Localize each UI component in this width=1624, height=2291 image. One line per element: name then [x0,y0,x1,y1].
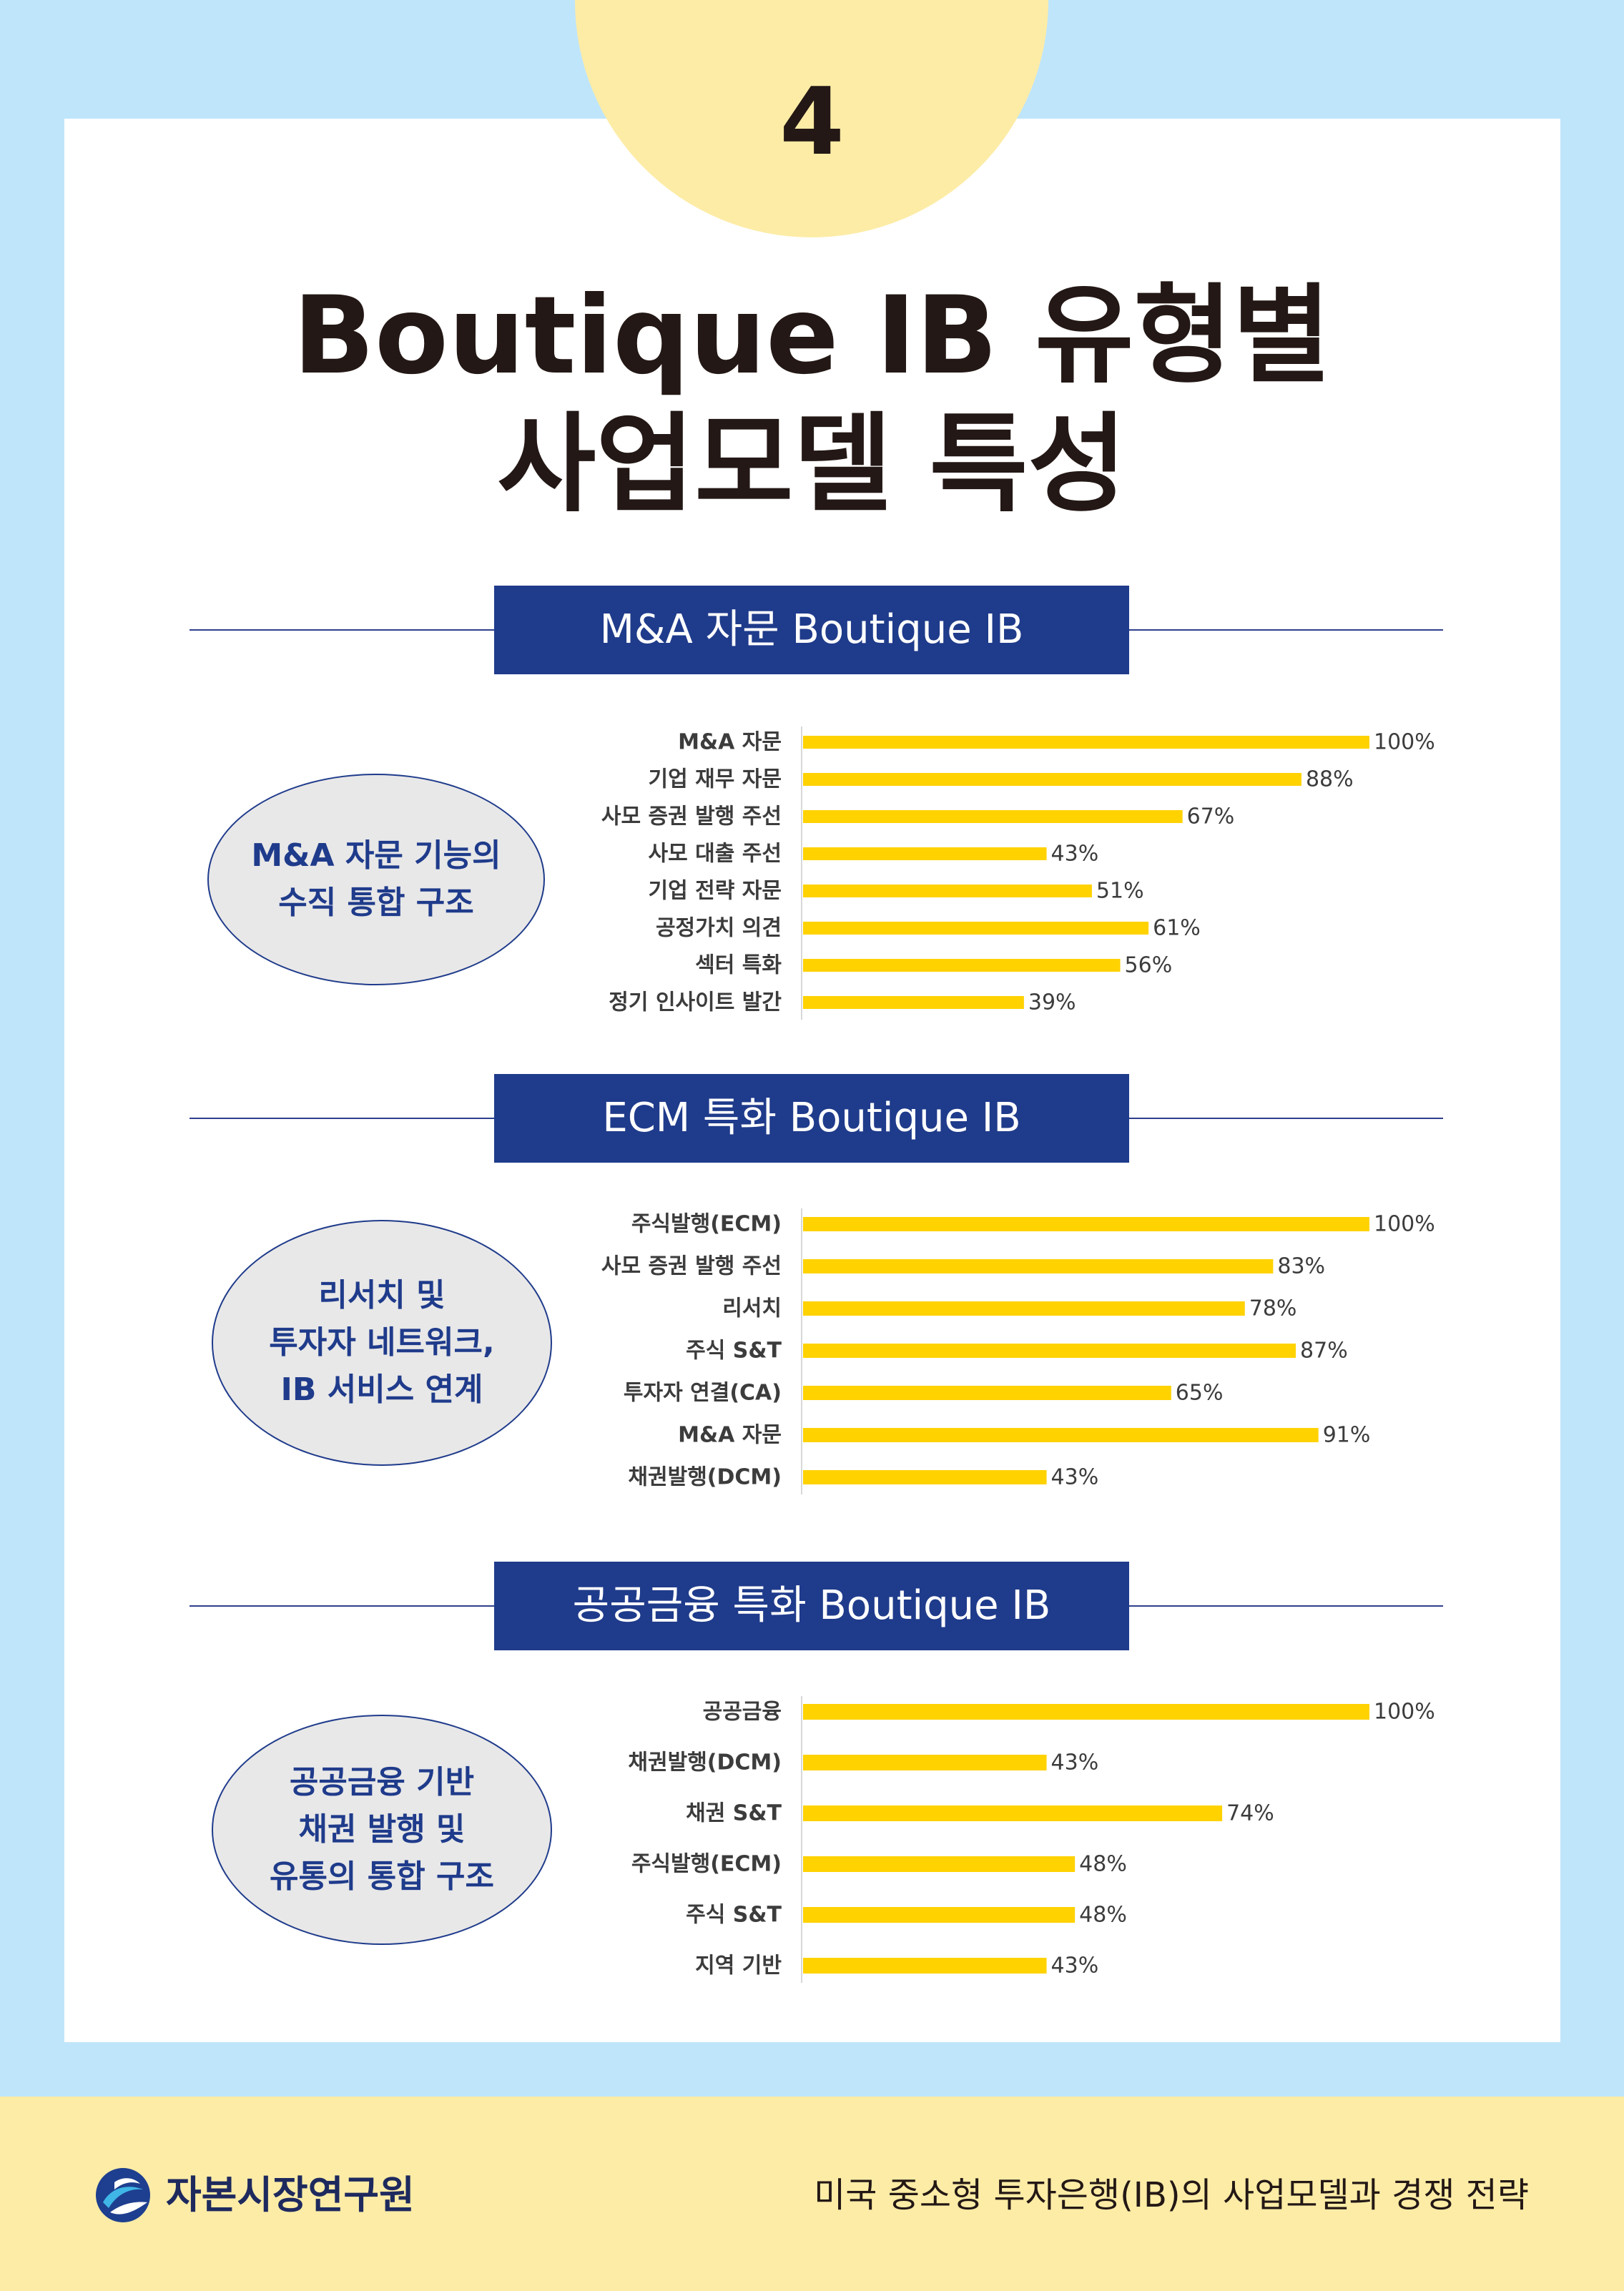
category-label: 채권발행(DCM) [628,1465,782,1490]
value-label: 100% [1374,730,1435,755]
category-label: 기업 재무 자문 [649,767,782,792]
value-label: 43% [1051,1953,1099,1979]
category-label: 리서치 [722,1296,782,1321]
ellipse-line: 공공금융 기반 [289,1764,475,1800]
value-label: 100% [1374,1212,1435,1237]
value-label: 43% [1051,1465,1099,1490]
bar [803,1301,1245,1316]
value-label: 48% [1079,1903,1127,1928]
bar [803,1259,1274,1273]
page-title-line-1: Boutique IB 유형별 [292,274,1332,398]
category-label: 주식발행(ECM) [631,1852,782,1877]
category-label: 지역 기반 [695,1953,782,1979]
value-label: 51% [1096,879,1144,904]
ellipse-line: 채권 발행 및 [298,1811,466,1848]
ellipse-line: 유통의 통합 구조 [270,1858,494,1895]
footer-caption: 미국 중소형 투자은행(IB)의 사업모델과 경쟁 전략 [814,2175,1529,2215]
bar [803,810,1183,823]
value-label: 56% [1125,953,1173,978]
category-label: 공공금융 [703,1700,782,1725]
value-label: 48% [1079,1852,1127,1877]
page-title: Boutique IB 유형별 사업모델 특성 [0,272,1624,529]
bar [803,922,1149,935]
value-label: 39% [1028,990,1076,1015]
category-label: 사모 대출 주선 [649,842,782,867]
bar [803,1704,1369,1720]
category-label: 섹터 특화 [695,953,782,978]
bar [803,1217,1369,1231]
value-label: 87% [1300,1339,1348,1364]
value-label: 74% [1226,1801,1274,1826]
ellipse-line: 수직 통합 구조 [278,885,474,921]
section-banner: ECM 특화 Boutique IB [494,1074,1129,1163]
bar [803,847,1047,860]
value-label: 88% [1306,767,1354,792]
ellipse-line: 리서치 및 [318,1277,446,1314]
bar [803,885,1092,897]
logo-text: 자본시장연구원 [166,2172,415,2217]
category-label: 주식 S&T [686,1903,782,1928]
bar [803,1470,1047,1484]
page-number: 4 [779,67,845,176]
category-label: 공정가치 의견 [656,916,782,941]
category-label: M&A 자문 [678,1423,782,1448]
section-banner: M&A 자문 Boutique IB [494,586,1129,674]
value-label: 61% [1153,916,1201,941]
bar [803,1907,1076,1923]
category-label: 투자자 연결(CA) [624,1381,782,1406]
category-label: M&A 자문 [678,730,782,755]
bar [803,1856,1076,1872]
category-label: 주식발행(ECM) [631,1212,782,1237]
category-label: 채권발행(DCM) [628,1750,782,1775]
bar-chart: M&A 자문 100% 기업 재무 자문 88% 사모 증권 발행 주선 67% 사모 대출… [601,726,1435,1020]
category-label: 사모 증권 발행 주선 [601,804,782,829]
value-label: 91% [1323,1423,1371,1448]
category-label: 채권 S&T [686,1801,782,1826]
bar [803,1344,1296,1358]
bar [803,773,1301,786]
kcmi-logo-icon [96,2168,150,2222]
value-label: 78% [1249,1296,1297,1321]
bar [803,959,1121,972]
value-label: 100% [1374,1700,1435,1725]
bar [803,1755,1047,1770]
value-label: 43% [1051,842,1099,867]
value-label: 65% [1176,1381,1224,1406]
bar [803,996,1024,1009]
bar [803,736,1369,749]
value-label: 83% [1277,1254,1325,1279]
ellipse-line: M&A 자문 기능의 [251,837,501,874]
category-label: 정기 인사이트 발간 [609,990,782,1015]
bar [803,1958,1047,1974]
bar-chart: 공공금융 100% 채권발행(DCM) 43% 채권 S&T 74% 주식발행(ECM) 48… [628,1696,1435,1983]
ellipse-line: IB 서비스 연계 [280,1371,483,1408]
ellipse-line: 투자자 네트워크, [269,1324,495,1361]
bar [803,1428,1319,1442]
category-label: 기업 전략 자문 [649,879,782,904]
category-label: 주식 S&T [686,1339,782,1364]
page-title-line-2: 사업모델 특성 [497,403,1127,527]
section-banner: 공공금융 특화 Boutique IB [494,1562,1129,1650]
footer: 자본시장연구원 미국 중소형 투자은행(IB)의 사업모델과 경쟁 전략 [0,2097,1624,2291]
section-summary-ellipse: 리서치 및 투자자 네트워크, IB 서비스 연계 [212,1220,552,1466]
bar-chart: 주식발행(ECM) 100% 사모 증권 발행 주선 83% 리서치 78% 주식 S&T 8… [601,1208,1435,1494]
bar [803,1386,1171,1400]
section-summary-ellipse: M&A 자문 기능의 수직 통합 구조 [207,774,545,985]
bar [803,1805,1223,1821]
category-label: 사모 증권 발행 주선 [601,1254,782,1279]
value-label: 43% [1051,1750,1099,1775]
value-label: 67% [1187,804,1235,829]
section-summary-ellipse: 공공금융 기반 채권 발행 및 유통의 통합 구조 [212,1715,552,1945]
